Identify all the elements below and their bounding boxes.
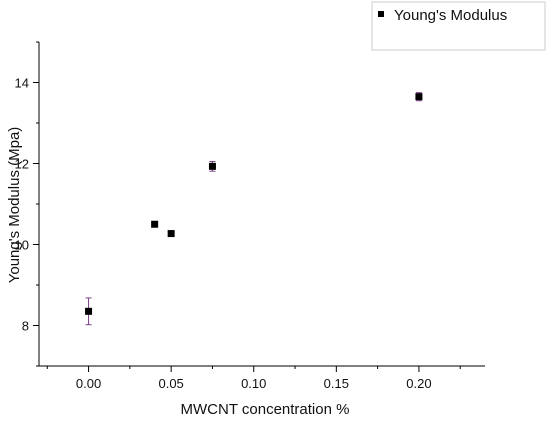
- data-point: [208, 160, 216, 172]
- data-point: [415, 92, 423, 102]
- x-axis-ticks: 0.00 0.05 0.10 0.15 0.20: [46, 366, 461, 391]
- point-marker: [167, 230, 175, 238]
- data-point: [85, 297, 93, 326]
- x-tick-label: 0.05: [158, 376, 183, 391]
- point-marker: [415, 93, 423, 101]
- y-tick-label: 10: [15, 238, 29, 253]
- y-axis-title: Young's Modulus (Mpa): [6, 127, 23, 284]
- x-tick-label: 0.15: [324, 376, 349, 391]
- legend-label: Young's Modulus: [394, 7, 507, 24]
- point-marker: [151, 220, 159, 228]
- legend-box: [371, 1, 546, 51]
- legend: Young's Modulus: [371, 1, 546, 51]
- point-marker: [85, 307, 93, 315]
- x-tick-label: 0.10: [241, 376, 266, 391]
- data-point: [151, 220, 159, 228]
- data-point: [167, 230, 175, 238]
- x-tick-label: 0.20: [406, 376, 431, 391]
- y-tick-label: 12: [15, 157, 29, 172]
- legend-marker: [378, 11, 384, 17]
- x-axis-title: MWCNT concentration %: [181, 401, 350, 418]
- y-axis-ticks: 8 10 12 14: [15, 41, 39, 367]
- data-points: [85, 92, 423, 326]
- point-marker: [208, 162, 216, 170]
- x-tick-label: 0.00: [76, 376, 101, 391]
- y-tick-label: 8: [22, 319, 29, 334]
- y-tick-label: 14: [15, 76, 29, 91]
- axes: [38, 42, 485, 367]
